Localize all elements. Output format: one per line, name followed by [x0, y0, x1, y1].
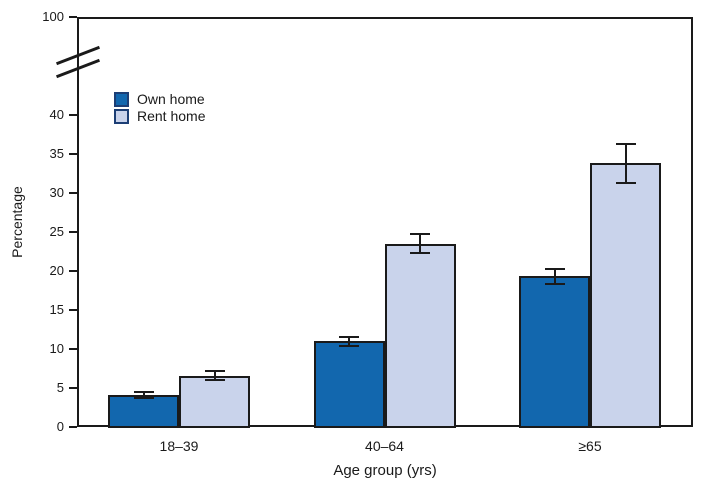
own-home-swatch	[114, 92, 129, 107]
bar-own-home-3	[519, 276, 590, 428]
x-axis-title: Age group (yrs)	[333, 462, 437, 479]
error-bar-cap-bottom	[204, 379, 225, 382]
error-bar-line	[142, 391, 145, 399]
y-axis-title: Percentage	[9, 186, 25, 258]
error-bar-cap-top	[133, 390, 154, 393]
error-bar-cap-top	[410, 233, 430, 236]
y-tick-mark	[69, 387, 77, 389]
y-tick-label: 25	[49, 224, 64, 239]
error-bar-cap-bottom	[544, 283, 565, 286]
y-tick-mark	[69, 16, 77, 18]
y-tick-mark	[69, 309, 77, 311]
error-bar-line	[213, 370, 216, 381]
error-bar-line	[419, 234, 421, 254]
error-bar-cap-bottom	[615, 181, 636, 184]
bar-rent-home-2	[384, 243, 456, 428]
error-bar-cap-bottom	[133, 397, 154, 400]
legend: Own home Rent home	[114, 91, 205, 125]
y-tick-label: 0	[56, 419, 64, 434]
legend-item-own-home: Own home	[114, 91, 205, 108]
y-tick-label: 35	[49, 146, 64, 161]
bar-rent-home-1	[179, 375, 250, 428]
error-bar-cap-top	[615, 142, 636, 145]
error-bar-line	[553, 268, 556, 285]
error-bar-line	[624, 143, 627, 183]
bar-own-home-2	[313, 341, 385, 428]
error-bar-cap-top	[204, 369, 225, 372]
y-tick-label: 20	[49, 263, 64, 278]
y-tick-label: 10	[49, 341, 64, 356]
y-tick-mark	[69, 192, 77, 194]
legend-label-rent-home: Rent home	[137, 108, 206, 124]
y-tick-mark	[69, 114, 77, 116]
error-bar-cap-bottom	[339, 344, 359, 347]
y-tick-mark	[69, 270, 77, 272]
bar-rent-home-3	[590, 163, 661, 428]
x-category-label: 40–64	[365, 438, 404, 454]
y-tick-label: 5	[56, 380, 64, 395]
y-tick-mark	[69, 348, 77, 350]
error-bar-cap-top	[544, 267, 565, 270]
y-tick-label: 100	[42, 9, 64, 24]
y-tick-mark	[69, 426, 77, 428]
error-bar-cap-bottom	[410, 252, 430, 255]
y-tick-label: 40	[49, 107, 64, 122]
bar-own-home-1	[108, 395, 179, 428]
x-category-label: 18–39	[159, 438, 199, 454]
y-tick-mark	[69, 153, 77, 155]
x-category-label: ≥65	[578, 438, 602, 454]
y-tick-label: 30	[49, 185, 64, 200]
error-bar-line	[348, 336, 350, 346]
y-tick-label: 15	[49, 302, 64, 317]
rent-home-swatch	[114, 109, 129, 124]
error-bar-cap-top	[339, 335, 359, 338]
y-tick-mark	[69, 231, 77, 233]
legend-item-rent-home: Rent home	[114, 108, 205, 125]
legend-label-own-home: Own home	[137, 91, 205, 107]
